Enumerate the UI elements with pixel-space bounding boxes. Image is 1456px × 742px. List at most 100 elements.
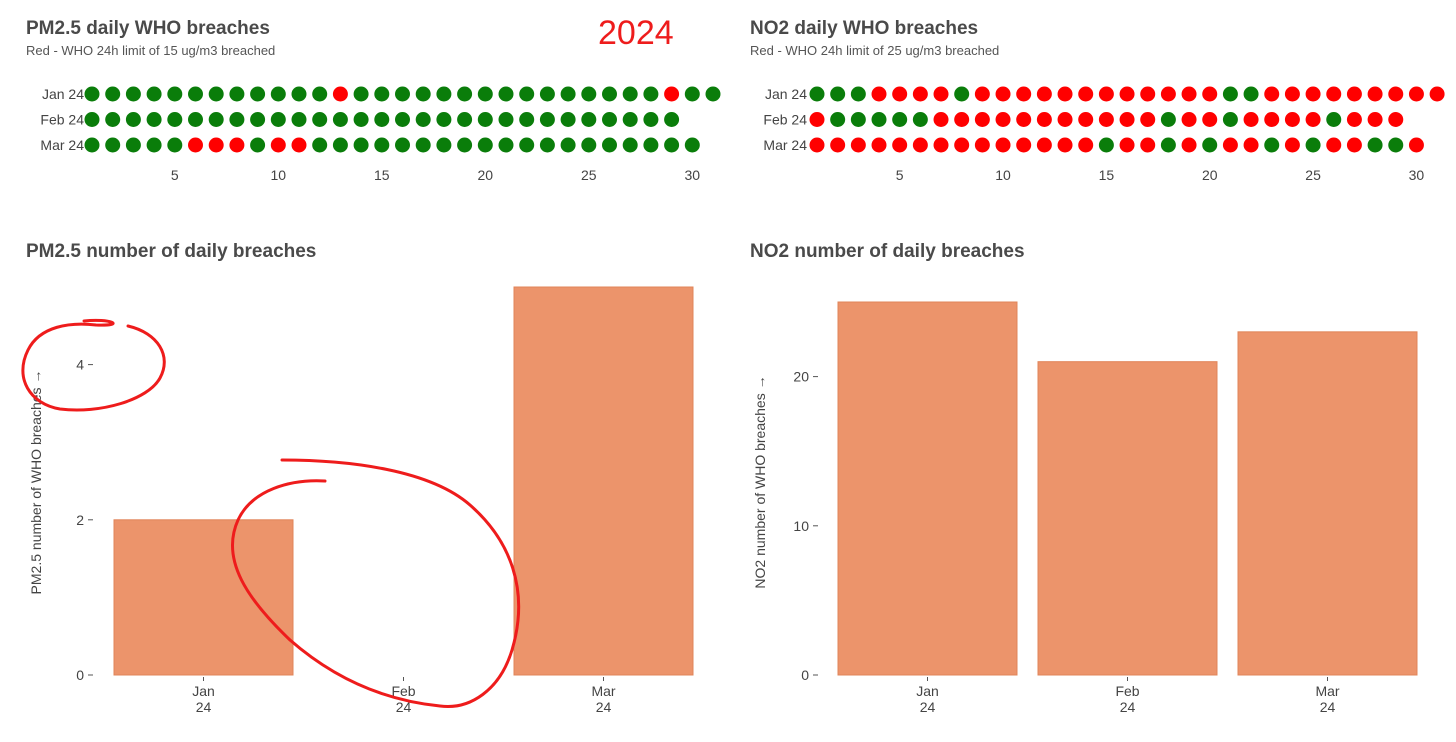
pm25-row-label: Feb 24 <box>40 112 84 128</box>
no2-bars-x-tick-label: 24 <box>1120 699 1136 715</box>
no2-day-dot <box>1264 112 1280 127</box>
no2-day-dot <box>974 86 990 102</box>
no2-day-dot <box>1140 137 1156 153</box>
pm25-day-dot <box>477 137 493 153</box>
no2-day-dot <box>995 137 1011 153</box>
no2-day-dot <box>1202 137 1218 153</box>
pm25-day-dot <box>664 137 680 153</box>
pm25-day-dot <box>477 112 493 127</box>
pm25-day-dot <box>415 112 431 127</box>
pm25-bars-x-tick-label: Mar <box>591 683 615 699</box>
pm25-day-dot <box>395 112 410 127</box>
no2-day-dot <box>1367 86 1383 102</box>
no2-x-tick-label: 5 <box>896 167 904 183</box>
pm25-day-dot <box>250 112 266 127</box>
no2-x-tick-label: 30 <box>1409 167 1425 183</box>
pm25-x-tick-label: 25 <box>581 167 597 183</box>
no2-day-dot <box>1057 112 1073 127</box>
pm25-day-dot <box>498 112 514 127</box>
no2-day-dot <box>892 112 908 127</box>
no2-day-dot <box>1098 86 1114 102</box>
pm25-day-dot <box>457 112 473 127</box>
no2-day-dot <box>1078 137 1094 153</box>
pm25-day-dot <box>270 86 286 102</box>
no2-day-dot <box>809 137 825 153</box>
pm25-day-dot <box>291 137 307 153</box>
no2-day-dot <box>1098 112 1114 127</box>
no2-bars-y-tick-label: 20 <box>793 369 809 385</box>
no2-day-dot <box>830 86 846 102</box>
no2-bars-x-tick-label: Feb <box>1115 683 1139 699</box>
pm25-bars-x-tick-label: 24 <box>596 699 612 715</box>
no2-bars-bar <box>1037 361 1218 676</box>
pm25-day-dot <box>353 137 369 153</box>
pm25-day-dot <box>664 86 680 102</box>
pm25-day-dot <box>622 137 638 153</box>
no2-day-dot <box>1388 112 1404 127</box>
no2-day-dot <box>1078 86 1094 102</box>
no2-day-dot <box>1284 137 1300 153</box>
no2-day-dot <box>830 137 846 153</box>
no2-day-dot <box>1181 137 1197 153</box>
no2-day-dot <box>912 137 928 153</box>
pm25-day-dot <box>105 86 121 102</box>
no2-day-dot <box>1243 112 1259 127</box>
pm25-bars-x-tick-label: 24 <box>196 699 212 715</box>
pm25-day-dot <box>581 137 597 153</box>
no2-day-dot <box>1408 137 1424 153</box>
pm25-day-dot <box>167 112 183 127</box>
no2-bars-x-tick-label: 24 <box>920 699 936 715</box>
no2-row-label: Mar 24 <box>763 137 807 153</box>
pm25-day-dot <box>84 112 100 127</box>
no2-day-dot <box>954 86 970 102</box>
pm25-day-dot <box>229 86 245 102</box>
pm25-day-dot <box>105 137 121 153</box>
no2-day-dot <box>1305 112 1321 127</box>
no2-day-dot <box>1119 112 1135 127</box>
no2-row-label: Feb 24 <box>763 112 807 128</box>
pm25-x-tick-label: 30 <box>685 167 701 183</box>
no2-day-dot <box>1160 86 1176 102</box>
pm25-day-dot <box>167 137 183 153</box>
no2-day-dot <box>1160 137 1176 153</box>
no2-day-dot <box>933 112 949 127</box>
pm25-day-dot <box>229 137 245 153</box>
pm25-day-dot <box>705 86 721 102</box>
pm25-day-dot <box>353 86 369 102</box>
no2-day-dot <box>1264 137 1280 153</box>
pm25-day-dot <box>498 86 514 102</box>
no2-row-label: Jan 24 <box>765 86 807 102</box>
pm25-day-dot <box>539 86 555 102</box>
pm25-day-dot <box>125 86 141 102</box>
pm25-day-dot <box>539 137 555 153</box>
pm25-x-tick-label: 5 <box>171 167 179 183</box>
no2-day-dot <box>974 112 990 127</box>
pm25-bars-x-tick-label: Feb <box>391 683 415 699</box>
pm25-bars-y-tick-label: 0 <box>76 667 84 683</box>
pm25-day-dot <box>415 86 431 102</box>
no2-x-tick-label: 10 <box>995 167 1011 183</box>
pm25-x-tick-label: 15 <box>374 167 390 183</box>
no2-day-dot <box>850 86 866 102</box>
pm25-day-dot <box>643 137 659 153</box>
no2-day-dot <box>1181 86 1197 102</box>
no2-day-dot <box>1346 112 1362 127</box>
pm25-day-dot <box>332 86 348 102</box>
no2-day-dot <box>1346 137 1362 153</box>
pm25-day-dot <box>208 86 224 102</box>
no2-x-tick-label: 25 <box>1305 167 1321 183</box>
pm25-day-dot <box>146 112 162 127</box>
no2-day-dot <box>892 137 908 153</box>
no2-bars-bar <box>1237 331 1418 676</box>
pm25-day-dot <box>622 86 638 102</box>
pm25-day-dot <box>581 86 597 102</box>
pm25-day-dot <box>664 112 680 127</box>
no2-day-dot <box>830 112 846 127</box>
no2-day-dot <box>1408 86 1424 102</box>
pm25-day-dot <box>270 137 286 153</box>
pm25-day-dot <box>188 137 203 153</box>
no2-day-dot <box>809 112 825 127</box>
pm25-day-dot <box>622 112 638 127</box>
pm25-day-dot <box>332 112 348 127</box>
year-annotation: 2024 <box>598 14 674 52</box>
